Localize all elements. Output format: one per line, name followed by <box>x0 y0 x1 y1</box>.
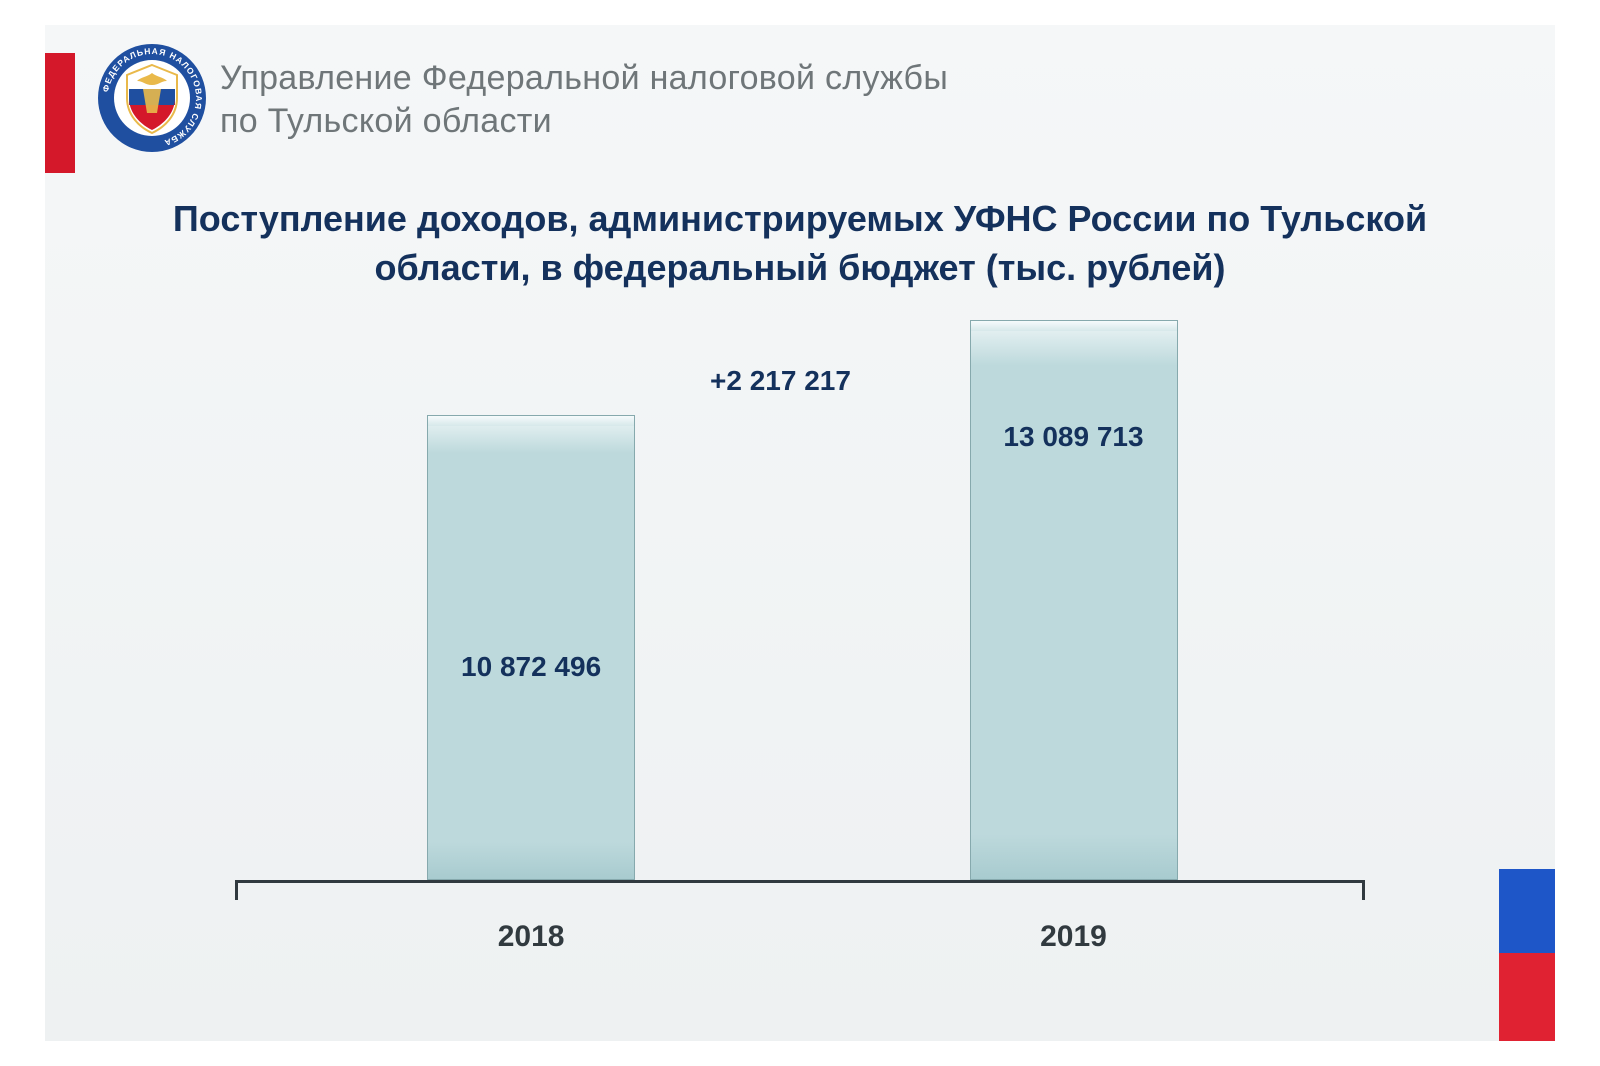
bar-chart: +2 217 217 10 872 496 13 089 713 2018 20… <box>235 320 1365 940</box>
axis-tick-right <box>1362 880 1365 900</box>
org-title-line2: по Тульской области <box>220 100 948 143</box>
xlabel-2018: 2018 <box>427 920 635 954</box>
bar-2018: 10 872 496 <box>427 415 635 880</box>
accent-bar-left <box>45 53 75 173</box>
bar-top-highlight <box>971 321 1177 331</box>
axis-tick-left <box>235 880 238 900</box>
org-title-line1: Управление Федеральной налоговой службы <box>220 57 948 100</box>
bar-2019-value: 13 089 713 <box>971 421 1177 453</box>
accent-blue <box>1499 869 1555 953</box>
slide-page: ФЕДЕРАЛЬНАЯ НАЛОГОВАЯ СЛУЖБА Управление … <box>45 25 1555 1041</box>
chart-title: Поступление доходов, администрируемых УФ… <box>125 195 1475 292</box>
plot-area: +2 217 217 10 872 496 13 089 713 <box>235 320 1365 880</box>
accent-red <box>1499 953 1555 1041</box>
bar-top-highlight <box>428 416 634 426</box>
accent-flag-bottom-right <box>1499 869 1555 1041</box>
bar-2019: 13 089 713 <box>970 320 1178 880</box>
bar-2018-value: 10 872 496 <box>428 651 634 683</box>
delta-label: +2 217 217 <box>710 365 851 397</box>
org-title: Управление Федеральной налоговой службы … <box>220 57 948 142</box>
fns-logo: ФЕДЕРАЛЬНАЯ НАЛОГОВАЯ СЛУЖБА <box>97 43 207 153</box>
xlabel-2019: 2019 <box>970 920 1178 954</box>
x-axis <box>235 880 1365 883</box>
